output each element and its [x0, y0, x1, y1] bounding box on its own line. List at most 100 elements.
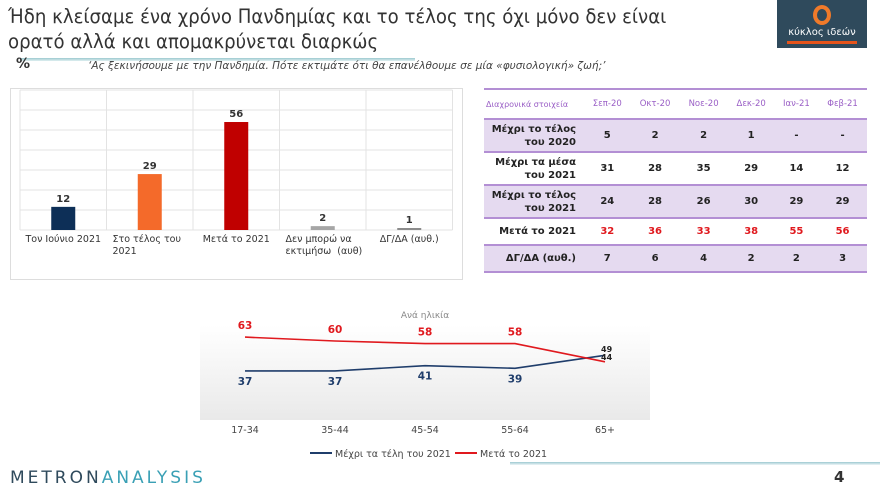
data-label: 56 [229, 109, 243, 120]
page-number: 4 [834, 468, 845, 486]
table-cell: 29 [818, 185, 867, 218]
bar [137, 174, 162, 230]
table-cell: 2 [630, 119, 680, 152]
data-label: 2 [319, 213, 326, 224]
row-label: Μέχρι το τέλος του 2021 [484, 185, 584, 218]
table-row: Μέχρι το τέλος του 2020 5 2 2 1- - [484, 119, 867, 152]
table-cell: 33 [696, 226, 711, 237]
data-label: 63 [238, 320, 253, 332]
legend-label: Μέχρι τα τέλη του 2021 [335, 449, 451, 460]
column-header: Οκτ-20 [639, 99, 671, 109]
row-label: ΔΓ/ΔΑ (αυθ.) [484, 245, 584, 272]
table-cell: 29 [774, 185, 819, 218]
data-label: 12 [56, 194, 70, 205]
category-label: 2021 [113, 246, 137, 257]
metron-analysis-logo: METRONANALYSIS [10, 468, 206, 488]
age-line-chart: Ανά ηλικία 17-34 35-44 45-54 55-64 65+ 37 37 41 3… [200, 311, 650, 460]
table-cell: 38 [744, 226, 759, 237]
table-cell: 56 [835, 226, 850, 237]
bar [224, 122, 249, 230]
kyklos-ideon-logo: κύκλος ιδεών [777, 0, 867, 48]
table-cell: 36 [648, 226, 663, 237]
data-label: 60 [328, 324, 343, 336]
table-cell: 2 [727, 245, 775, 272]
data-label: 41 [418, 371, 433, 383]
logo-ring-icon [813, 5, 831, 25]
data-label: 1 [406, 215, 413, 226]
x-tick-label: 55-64 [501, 425, 529, 436]
table-row: Μέχρι τα μέσα του 2021 31 28 35 29 14 12 [484, 152, 867, 185]
table-header-row: Διαχρονικά στοιχεία Σεπ-20 Οκτ-20 Νοε-20 Δεκ… [484, 89, 867, 119]
data-label: 58 [508, 327, 523, 339]
table-cell: 32 [600, 226, 615, 237]
table-corner: Διαχρονικά στοιχεία [486, 99, 569, 109]
table-row: ΔΓ/ΔΑ (αυθ.) 7 6 4 2 2 3 [484, 245, 867, 272]
logo-bar [787, 41, 857, 44]
data-label: 49 [601, 345, 613, 354]
bar [310, 226, 335, 230]
plot-background [200, 325, 650, 420]
data-label: 29 [143, 161, 157, 172]
series-line [245, 354, 606, 372]
table-cell: 1 [727, 119, 775, 152]
row-label: Μετά το 2021 [499, 226, 576, 237]
table-cell: 12 [835, 163, 850, 174]
category-label: εκτιμήσω (αυθ) [286, 246, 363, 257]
column-header: Φεβ-21 [827, 99, 858, 109]
bar [51, 206, 76, 230]
x-tick-label: 65+ [595, 425, 615, 436]
data-label: 37 [328, 376, 343, 388]
category-label: Δεν μπορώ να [286, 234, 352, 245]
x-tick-label: 45-54 [411, 425, 439, 436]
table-cell: 28 [648, 163, 663, 174]
question-text: ‘Ας ξεκινήσουμε με την Πανδημία. Πότε εκ… [88, 60, 606, 72]
table-cell: 2 [679, 119, 728, 152]
table-cell: 6 [630, 245, 680, 272]
table-row: Μέχρι το τέλος του 2021 24 28 26 30 29 29 [484, 185, 867, 218]
table-cell: 55 [789, 226, 804, 237]
table-cell: 29 [744, 163, 759, 174]
data-label: 58 [418, 327, 433, 339]
chart-title: Ανά ηλικία [401, 311, 449, 321]
bar-chart-panel [10, 88, 463, 280]
page-title: Ήδη κλείσαμε ένα χρόνο Πανδημίας και το … [8, 5, 667, 53]
legend-label: Μετά το 2021 [480, 449, 547, 460]
data-label: 44 [601, 353, 613, 362]
logo-text: κύκλος ιδεών [788, 27, 856, 38]
column-header: Δεκ-20 [736, 99, 766, 109]
table-cell: 35 [696, 163, 711, 174]
table-cell: - [774, 119, 819, 152]
table-cell: 5 [584, 119, 631, 152]
table-cell: 7 [584, 245, 631, 272]
data-label: 39 [508, 373, 523, 385]
x-tick-label: 17-34 [231, 425, 259, 436]
title-divider [20, 58, 415, 61]
bar [397, 228, 422, 230]
timeline-table: Διαχρονικά στοιχεία Σεπ-20 Οκτ-20 Νοε-20 Δεκ… [484, 88, 867, 273]
table-cell: 26 [679, 185, 728, 218]
table-cell: 31 [600, 163, 615, 174]
table-cell: 4 [679, 245, 728, 272]
table-cell: 28 [630, 185, 680, 218]
table-cell: 30 [727, 185, 775, 218]
category-label: Τον Ιούνιο 2021 [24, 234, 101, 245]
x-tick-label: 35-44 [321, 425, 349, 436]
table-cell: 24 [584, 185, 631, 218]
row-label: Μέχρι το τέλος του 2020 [484, 119, 584, 152]
column-header: Σεπ-20 [592, 99, 622, 109]
table-cell: 14 [789, 163, 804, 174]
percent-label: % [16, 56, 31, 72]
data-label: 37 [238, 376, 253, 388]
footer-divider [510, 462, 880, 465]
series-line [244, 336, 606, 363]
category-label: Μετά το 2021 [203, 234, 270, 245]
column-header: Ιαν-21 [783, 99, 810, 109]
table-cell: 3 [818, 245, 867, 272]
table-row: Μετά το 2021 32 36 33 38 55 56 [484, 218, 867, 245]
column-header: Νοε-20 [688, 99, 719, 109]
table-cell: 2 [774, 245, 819, 272]
category-label: Στο τέλος του [113, 234, 181, 245]
row-label: Μέχρι τα μέσα του 2021 [495, 156, 576, 181]
table-cell: - [818, 119, 867, 152]
